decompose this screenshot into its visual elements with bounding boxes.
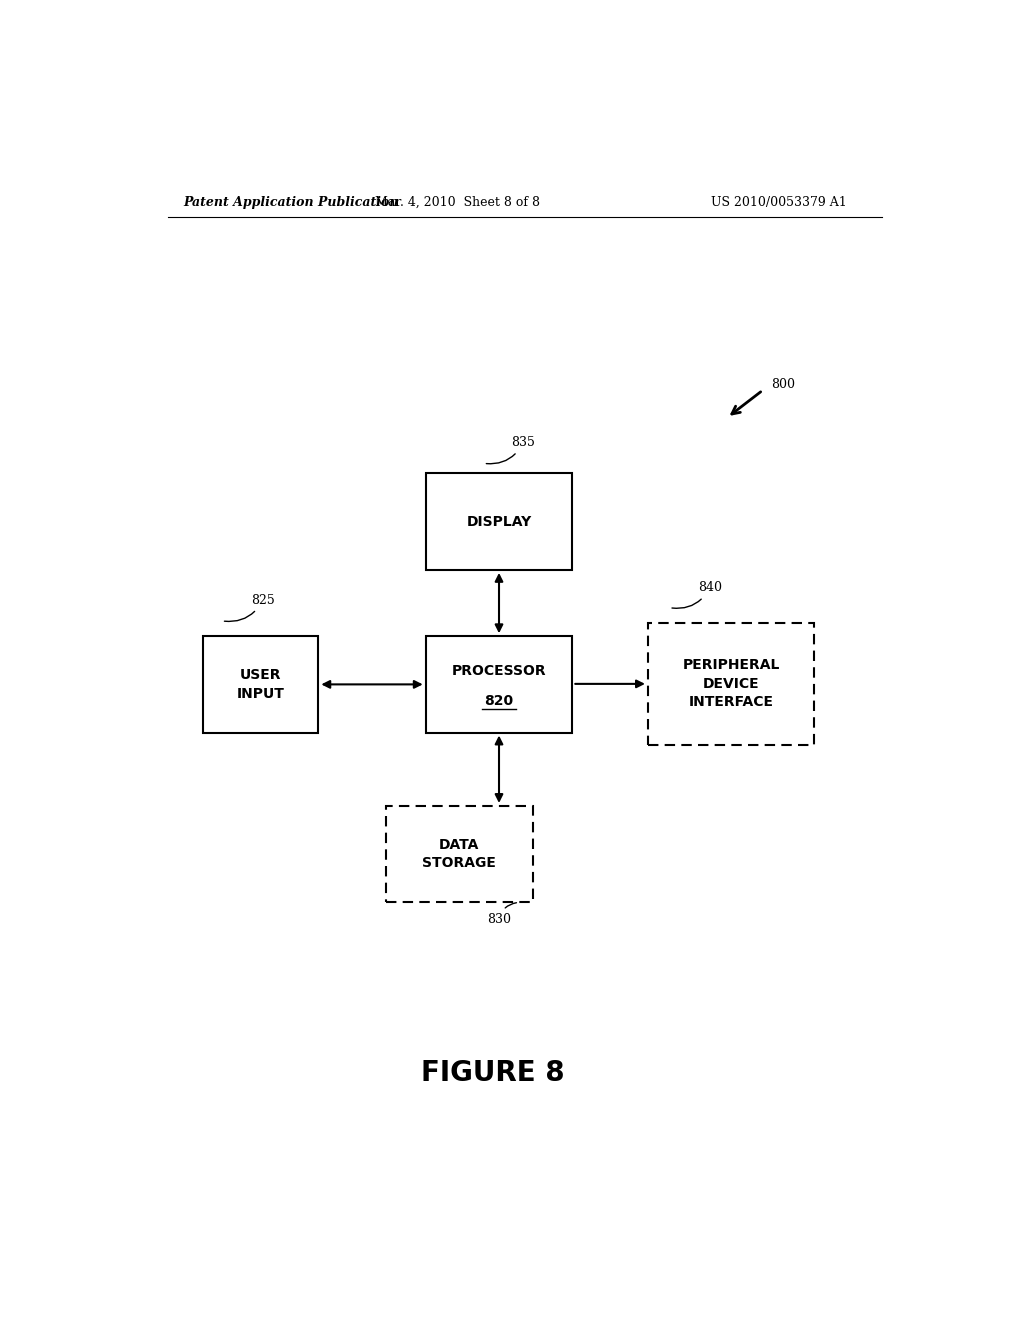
Text: DATA
STORAGE: DATA STORAGE [422, 838, 497, 870]
Text: 820: 820 [484, 693, 514, 708]
Text: Patent Application Publication: Patent Application Publication [183, 195, 399, 209]
Text: 800: 800 [771, 378, 795, 391]
Text: FIGURE 8: FIGURE 8 [421, 1059, 565, 1088]
Text: 835: 835 [486, 436, 536, 463]
Text: US 2010/0053379 A1: US 2010/0053379 A1 [711, 195, 847, 209]
Text: Mar. 4, 2010  Sheet 8 of 8: Mar. 4, 2010 Sheet 8 of 8 [375, 195, 540, 209]
Bar [426, 636, 572, 733]
Text: PERIPHERAL
DEVICE
INTERFACE: PERIPHERAL DEVICE INTERFACE [682, 659, 780, 709]
Text: 830: 830 [486, 903, 516, 925]
Bar [648, 623, 814, 744]
Bar [426, 474, 572, 570]
Text: 840: 840 [672, 581, 722, 609]
Bar [204, 636, 318, 733]
Text: 825: 825 [224, 594, 274, 622]
Text: PROCESSOR: PROCESSOR [452, 664, 547, 678]
Bar [386, 805, 532, 903]
Text: USER
INPUT: USER INPUT [237, 668, 285, 701]
Text: DISPLAY: DISPLAY [466, 515, 531, 529]
